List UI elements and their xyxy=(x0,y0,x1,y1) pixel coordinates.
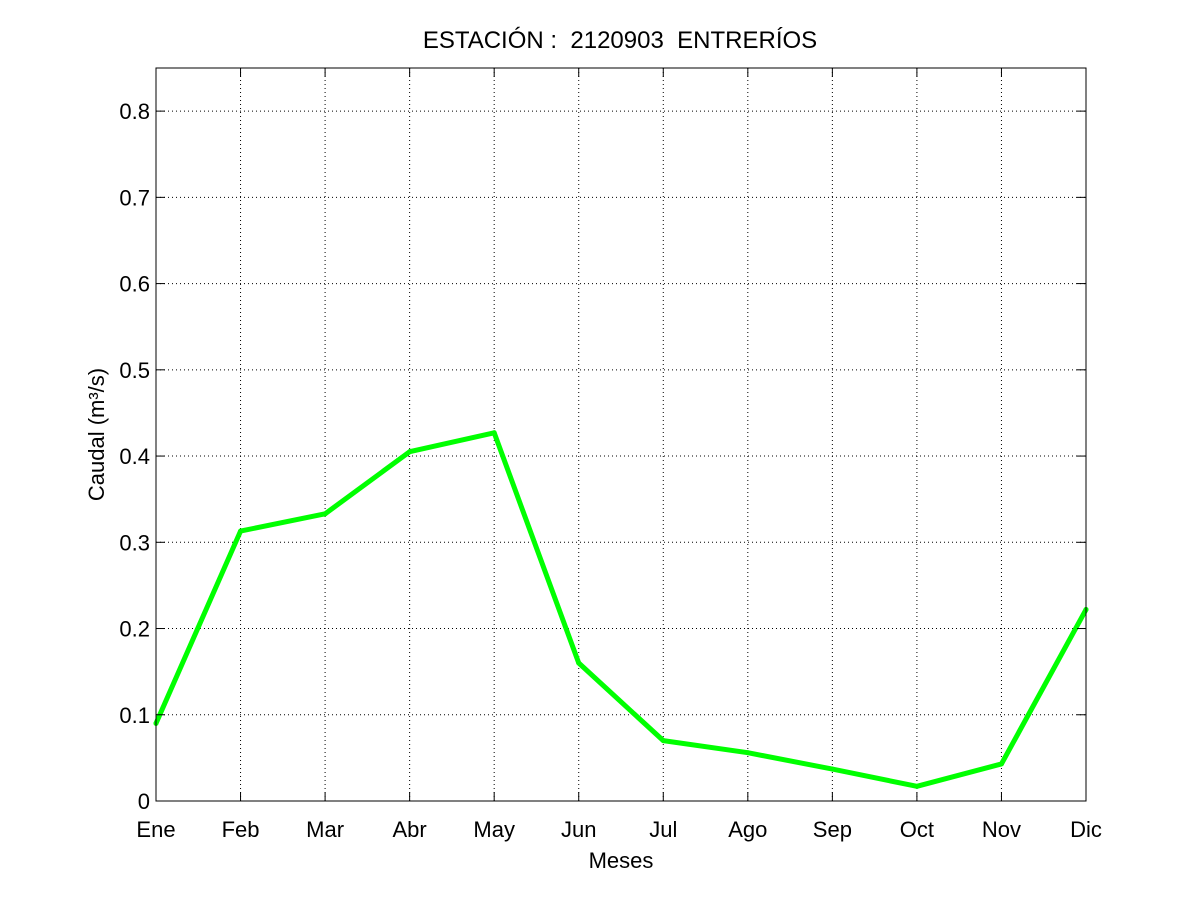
y-tick-label: 0.4 xyxy=(119,444,150,469)
data-point xyxy=(407,449,413,455)
x-tick-label: Ene xyxy=(136,817,175,842)
x-tick-label: Dic xyxy=(1070,817,1102,842)
x-tick-label: May xyxy=(473,817,515,842)
y-tick-label: 0.3 xyxy=(119,530,150,555)
chart-title: ESTACIÓN : 2120903 ENTRERÍOS xyxy=(423,27,817,54)
data-point xyxy=(829,766,835,772)
x-tick-label: Abr xyxy=(393,817,427,842)
x-tick-label: Sep xyxy=(813,817,852,842)
y-axis-label: Caudal (m³/s) xyxy=(84,368,109,501)
data-point xyxy=(998,761,1004,767)
y-tick-label: 0.6 xyxy=(119,272,150,297)
data-point xyxy=(576,660,582,666)
x-tick-label: Jun xyxy=(561,817,596,842)
plot-frame xyxy=(155,67,1087,802)
data-point xyxy=(322,511,328,517)
x-tick-label: Feb xyxy=(222,817,260,842)
y-tick-label: 0.7 xyxy=(119,185,150,210)
grid-lines xyxy=(156,68,1086,801)
series-lines xyxy=(153,430,1089,789)
x-tick-label: Mar xyxy=(306,817,344,842)
data-point xyxy=(660,738,666,744)
y-tick-label: 0.1 xyxy=(119,703,150,728)
data-point xyxy=(491,430,497,436)
data-point xyxy=(238,528,244,534)
x-tick-label: Oct xyxy=(900,817,934,842)
tick-marks xyxy=(155,68,1087,802)
data-point xyxy=(745,750,751,756)
y-tick-label: 0.8 xyxy=(119,99,150,124)
x-tick-label: Nov xyxy=(982,817,1021,842)
y-tick-label: 0 xyxy=(138,789,150,814)
y-tick-label: 0.5 xyxy=(119,358,150,383)
y-tick-labels: 0 0.1 0.2 0.3 0.4 0.5 0.6 0.7 0.8 xyxy=(119,99,150,814)
x-tick-labels: Ene Feb Mar Abr May Jun Jul Ago Sep Oct Nov Dic xyxy=(136,817,1101,842)
x-axis-label: Meses xyxy=(589,848,654,873)
x-tick-label: Jul xyxy=(649,817,677,842)
x-tick-label: Ago xyxy=(728,817,767,842)
y-tick-label: 0.2 xyxy=(119,617,150,642)
data-point xyxy=(914,783,920,789)
series-line xyxy=(153,430,1089,789)
